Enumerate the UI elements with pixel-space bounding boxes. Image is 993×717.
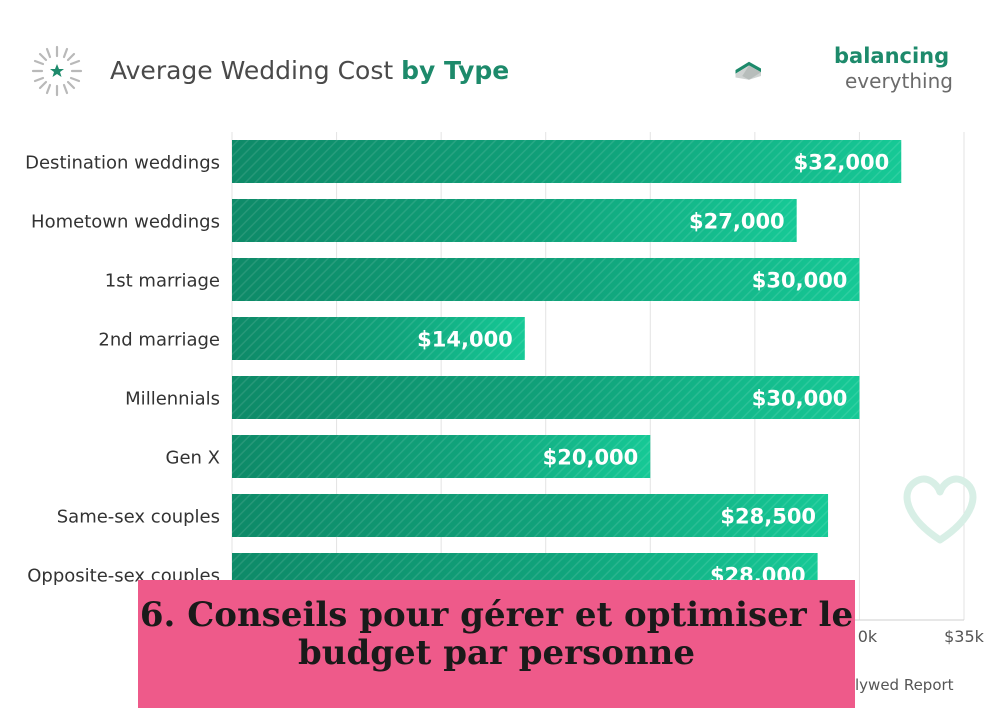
value-label: $28,500 [720, 505, 816, 529]
value-label: $30,000 [752, 387, 848, 411]
bar-texture [232, 376, 860, 419]
title-plain: Average Wedding Cost [110, 56, 402, 85]
brand-name-line1: balancing [834, 44, 950, 68]
source-note: lywed Report [855, 676, 954, 694]
brand-name-line2: everything [845, 69, 953, 93]
category-label: 2nd marriage [98, 330, 220, 351]
value-label: $30,000 [752, 269, 848, 293]
x-tick-label: 0k [858, 627, 878, 646]
chart-header: Average Wedding Cost by Type balancing e… [0, 0, 993, 120]
bar-texture [232, 317, 525, 360]
x-tick-label: $35k [944, 627, 985, 646]
starburst-icon [31, 45, 83, 97]
chart-bars: Destination weddings $32,000 Hometown wedd… [25, 140, 902, 596]
bar-texture [232, 494, 829, 537]
value-label: $20,000 [543, 446, 639, 470]
article-heading-banner: 6. Conseils pour gérer et optimiser le b… [138, 580, 855, 708]
bar-group: 2nd marriage $14,000 [98, 317, 525, 360]
bar-group: Destination weddings $32,000 [25, 140, 902, 183]
bar-texture [232, 435, 651, 478]
bar-group: 1st marriage $30,000 [105, 258, 860, 301]
category-label: Gen X [166, 448, 220, 469]
category-label: 1st marriage [105, 271, 220, 292]
category-label: Hometown weddings [31, 212, 220, 233]
bar-texture [232, 258, 860, 301]
category-label: Same-sex couples [57, 507, 220, 528]
bar-group: Millennials $30,000 [125, 376, 860, 419]
chart-title: Average Wedding Cost by Type [110, 56, 509, 85]
bar-group: Hometown weddings $27,000 [31, 199, 797, 242]
value-label: $27,000 [689, 210, 785, 234]
bar-group: Gen X $20,000 [166, 435, 651, 478]
bar-chart: Destination weddings $32,000 Hometown wedd… [25, 132, 985, 646]
heart-decoration-icon [903, 475, 977, 544]
category-label: Destination weddings [25, 153, 220, 174]
value-label: $14,000 [417, 328, 513, 352]
title-bold: by Type [401, 56, 510, 85]
category-label: Millennials [125, 389, 220, 410]
bar-group: Same-sex couples $28,500 [57, 494, 829, 537]
value-label: $32,000 [794, 151, 890, 175]
bar-texture [232, 199, 797, 242]
bar-texture [232, 140, 902, 183]
article-heading: 6. Conseils pour gérer et optimiser le b… [139, 595, 854, 673]
brand-logo-icon [735, 61, 761, 80]
